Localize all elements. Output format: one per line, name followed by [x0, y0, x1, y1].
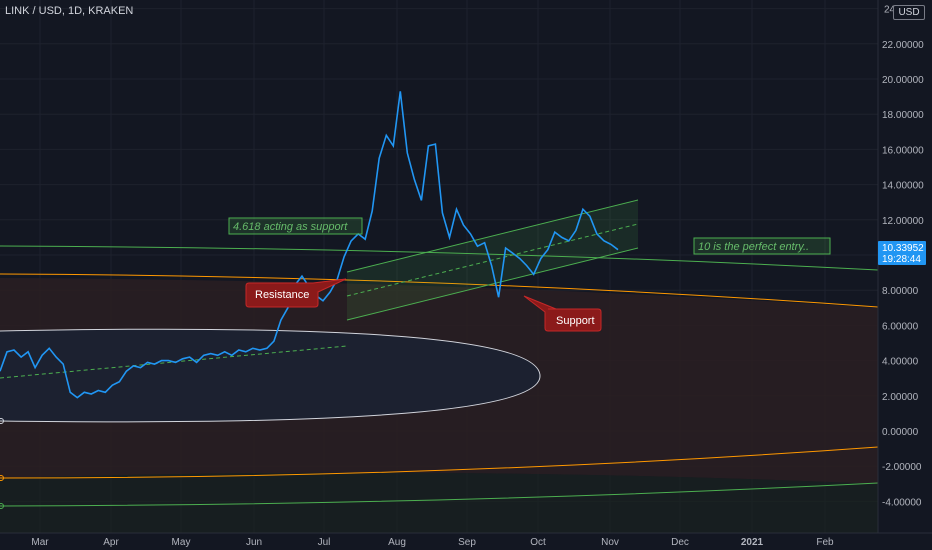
- fib-arcs: [0, 245, 879, 533]
- resistance-label: Resistance: [255, 289, 309, 301]
- last-price-box: [878, 241, 926, 266]
- annotation-layer: 4.618 acting as support 10 is the perfect…: [228, 217, 831, 332]
- note-support-text: 4.618 acting as support: [233, 221, 348, 233]
- x-tick-label: Oct: [530, 537, 546, 548]
- arc-anchor-white: [0, 418, 4, 424]
- y-tick-label: 4.00000: [882, 357, 919, 368]
- channel-lower-line: [346, 247, 639, 321]
- y-tick-label: 24: [884, 5, 896, 16]
- x-tick-label: Jun: [246, 537, 262, 548]
- orange-arc-lower: [0, 446, 879, 479]
- x-tick-label: Feb: [816, 537, 834, 548]
- note-entry-text: 10 is the perfect entry..: [698, 241, 809, 253]
- green-arc-lower: [0, 482, 879, 507]
- x-tick-label: Nov: [601, 537, 619, 548]
- x-tick-label: Aug: [388, 537, 406, 548]
- support-callout: [523, 295, 602, 332]
- x-tick-label: Jul: [318, 537, 331, 548]
- channel-mid-line: [346, 223, 639, 297]
- y-tick-label: 8.00000: [882, 286, 919, 297]
- currency-button[interactable]: USD: [893, 5, 925, 20]
- note-entry-text-box: [693, 237, 831, 255]
- trend-mid-dashed: [0, 345, 348, 379]
- trend-channel: [0, 199, 639, 379]
- y-tick-label: 6.00000: [882, 321, 919, 332]
- last-price-value: 10.33952: [882, 243, 924, 254]
- white-arc: [0, 328, 541, 423]
- symbol-title: LINK / USD, 1D, KRAKEN: [5, 5, 134, 17]
- y-tick-label: -2.00000: [882, 462, 922, 473]
- note-support-text-box: [228, 217, 363, 235]
- bar-countdown: 19:28:44: [882, 254, 921, 265]
- arc-anchor-green: [0, 503, 4, 509]
- channel-upper-line: [346, 199, 639, 273]
- y-tick-label: 18.00000: [882, 110, 924, 121]
- x-tick-label: Apr: [103, 537, 119, 548]
- y-tick-label: 12.00000: [882, 216, 924, 227]
- green-arc-upper: [0, 245, 879, 271]
- green-band-fill: [0, 472, 878, 533]
- price-axis[interactable]: 24 22.00000 20.00000 18.00000 16.00000 14.000…: [877, 0, 932, 550]
- y-tick-label: -4.00000: [882, 497, 922, 508]
- orange-arc-upper: [0, 273, 879, 308]
- x-tick-label: 2021: [741, 537, 764, 548]
- y-tick-label: 0.00000: [882, 427, 919, 438]
- resistance-callout: [245, 278, 347, 308]
- support-label: Support: [556, 315, 595, 327]
- y-tick-label: 22.00000: [882, 40, 924, 51]
- y-tick-label: 2.00000: [882, 392, 919, 403]
- x-tick-label: Dec: [671, 537, 689, 548]
- x-tick-label: May: [172, 537, 191, 548]
- arc-anchor-orange: [0, 475, 4, 481]
- y-tick-label: 16.00000: [882, 145, 924, 156]
- time-axis[interactable]: Mar Apr May Jun Jul Aug Sep Oct Nov Dec 2021 Feb: [0, 532, 932, 548]
- x-tick-label: Sep: [458, 537, 476, 548]
- price-axis-bg: [878, 0, 932, 550]
- y-tick-label: 14.00000: [882, 181, 924, 192]
- x-tick-label: Mar: [31, 537, 49, 548]
- y-tick-label: 20.00000: [882, 75, 924, 86]
